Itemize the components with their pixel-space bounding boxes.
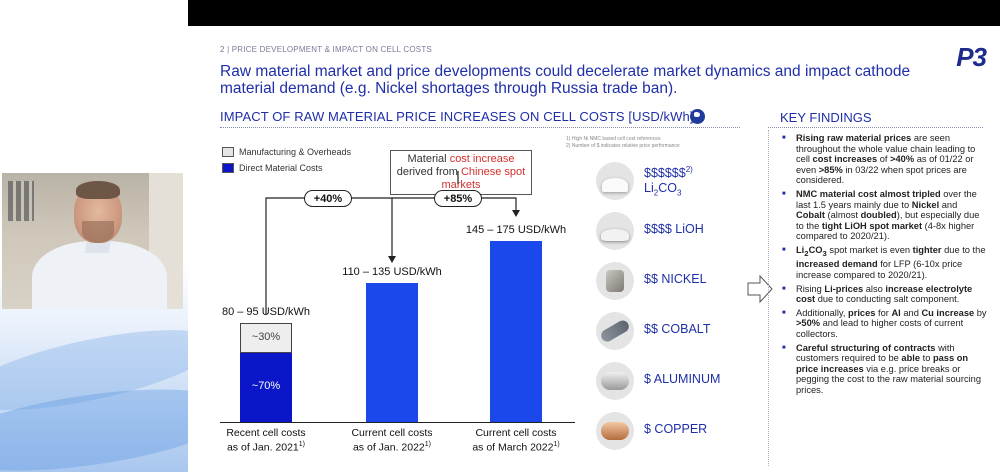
pct-label-material: ~70% bbox=[251, 380, 281, 393]
bar-manufacturing-segment bbox=[240, 322, 292, 353]
category-line: as of Jan. 20221) bbox=[352, 441, 432, 454]
material-label-aluminum: $ ALUMINUM bbox=[644, 372, 721, 386]
finding-item: Careful structuring of contracts with cu… bbox=[782, 343, 988, 396]
value-label: 110 – 135 USD/kWh bbox=[342, 266, 442, 279]
footnote-ref: 1) bbox=[298, 441, 306, 448]
window-top-bar bbox=[188, 0, 1000, 26]
pct-label-manufacturing: ~30% bbox=[251, 330, 281, 343]
footnote-ref: 1) bbox=[424, 441, 432, 448]
material-price-tier: $$$$$$ bbox=[644, 166, 686, 181]
callout-text: derived from bbox=[396, 166, 461, 178]
aluminum-icon bbox=[596, 362, 634, 400]
wall-pictures bbox=[8, 181, 34, 221]
section-label: 2 | PRICE DEVELOPMENT & IMPACT ON CELL C… bbox=[220, 45, 432, 54]
chart-title: IMPACT OF RAW MATERIAL PRICE INCREASES O… bbox=[220, 109, 694, 124]
arrow-head bbox=[512, 210, 520, 217]
legend-label: Direct Material Costs bbox=[239, 163, 323, 173]
key-findings-list: Rising raw material prices are seen thro… bbox=[782, 133, 988, 399]
footnote: 1) High Ni NMC based cell cost reference… bbox=[566, 136, 661, 142]
key-findings-border bbox=[768, 130, 769, 466]
category-line: as of March 20221) bbox=[472, 441, 560, 454]
material-label-copper: $ COPPER bbox=[644, 422, 708, 436]
nickel-chunk bbox=[606, 270, 624, 292]
legend-label: Manufacturing & Overheads bbox=[239, 147, 352, 157]
copper-roll bbox=[601, 422, 629, 440]
presenter-beard bbox=[82, 221, 114, 243]
footnotes: 1) High Ni NMC based cell cost reference… bbox=[566, 136, 680, 150]
legend-swatch bbox=[222, 147, 234, 157]
finding-item: Additionally, prices for Al and Cu incre… bbox=[782, 308, 988, 340]
lithium-hydroxide-icon bbox=[596, 212, 634, 250]
copper-icon bbox=[596, 412, 634, 450]
presentation-slide: 2 | PRICE DEVELOPMENT & IMPACT ON CELL C… bbox=[188, 26, 1000, 472]
lithium-carbonate-icon bbox=[596, 162, 634, 200]
category-label: Recent cell costs as of Jan. 20211) bbox=[206, 427, 326, 454]
footnote-ref: 1) bbox=[553, 441, 560, 448]
x-axis-line bbox=[220, 422, 575, 423]
powder-shape bbox=[601, 229, 629, 241]
presenter-panel bbox=[0, 0, 244, 472]
value-label: 80 – 95 USD/kWh bbox=[221, 305, 311, 318]
material-label-lioh: $$$$ LiOH bbox=[644, 222, 704, 236]
p3-logo: P3 bbox=[956, 42, 987, 72]
finding-item: NMC material cost almost tripled over th… bbox=[782, 189, 988, 242]
nickel-icon bbox=[596, 262, 634, 300]
arrow-right-icon bbox=[747, 274, 773, 304]
key-findings-title: KEY FINDINGS bbox=[780, 110, 872, 125]
presenter-hair bbox=[76, 181, 120, 199]
finding-item: Li2CO3 spot market is even tighter due t… bbox=[782, 245, 988, 281]
footnote-ref: 2) bbox=[685, 165, 693, 174]
powder-shape bbox=[602, 178, 628, 192]
finding-item: Rising raw material prices are seen thro… bbox=[782, 133, 988, 186]
increase-badge-40: +40% bbox=[304, 190, 352, 207]
bar-material-segment bbox=[240, 352, 292, 422]
cobalt-chunk bbox=[599, 318, 631, 344]
slide-headline: Raw material market and price developmen… bbox=[220, 63, 911, 97]
title-divider bbox=[220, 127, 740, 128]
material-label-cobalt: $$ COBALT bbox=[644, 322, 711, 336]
category-line: Current cell costs bbox=[351, 427, 433, 439]
category-line: Current cell costs bbox=[475, 427, 557, 439]
legend-material: Direct Material Costs bbox=[222, 163, 323, 173]
key-findings-divider bbox=[768, 127, 983, 128]
cobalt-icon bbox=[596, 312, 634, 350]
callout-highlight: Chinese spot markets bbox=[441, 166, 526, 191]
aluminum-roll bbox=[601, 372, 629, 390]
legend-manufacturing: Manufacturing & Overheads bbox=[222, 147, 351, 157]
category-line: as of Jan. 20211) bbox=[226, 441, 306, 454]
connector-line bbox=[392, 197, 517, 212]
material-formula: Li2CO3 bbox=[644, 181, 682, 198]
bar bbox=[490, 240, 542, 422]
category-label: Current cell costs as of Jan. 20221) bbox=[332, 427, 452, 454]
footnote: 2) Number of $ indicates relative price … bbox=[566, 143, 680, 149]
category-line: Recent cell costs bbox=[226, 427, 306, 439]
increase-badge-85: +85% bbox=[434, 190, 482, 207]
value-label: 145 – 175 USD/kWh bbox=[465, 223, 567, 236]
material-label-li2co3: $$$$$$2) bbox=[644, 165, 693, 180]
callout-highlight: cost increase bbox=[449, 153, 515, 165]
material-label-nickel: $$ NICKEL bbox=[644, 272, 707, 286]
spot-market-callout: Material cost increase derived from Chin… bbox=[390, 150, 532, 195]
bar bbox=[366, 283, 418, 422]
legend-swatch bbox=[222, 163, 234, 173]
category-label: Current cell costs as of March 20221) bbox=[456, 427, 576, 454]
arrow-head bbox=[388, 256, 396, 263]
callout-text: Material bbox=[407, 153, 450, 165]
globe-icon bbox=[690, 109, 705, 124]
webcam-feed bbox=[2, 173, 183, 309]
finding-item: Rising Li-prices also increase electroly… bbox=[782, 284, 988, 305]
